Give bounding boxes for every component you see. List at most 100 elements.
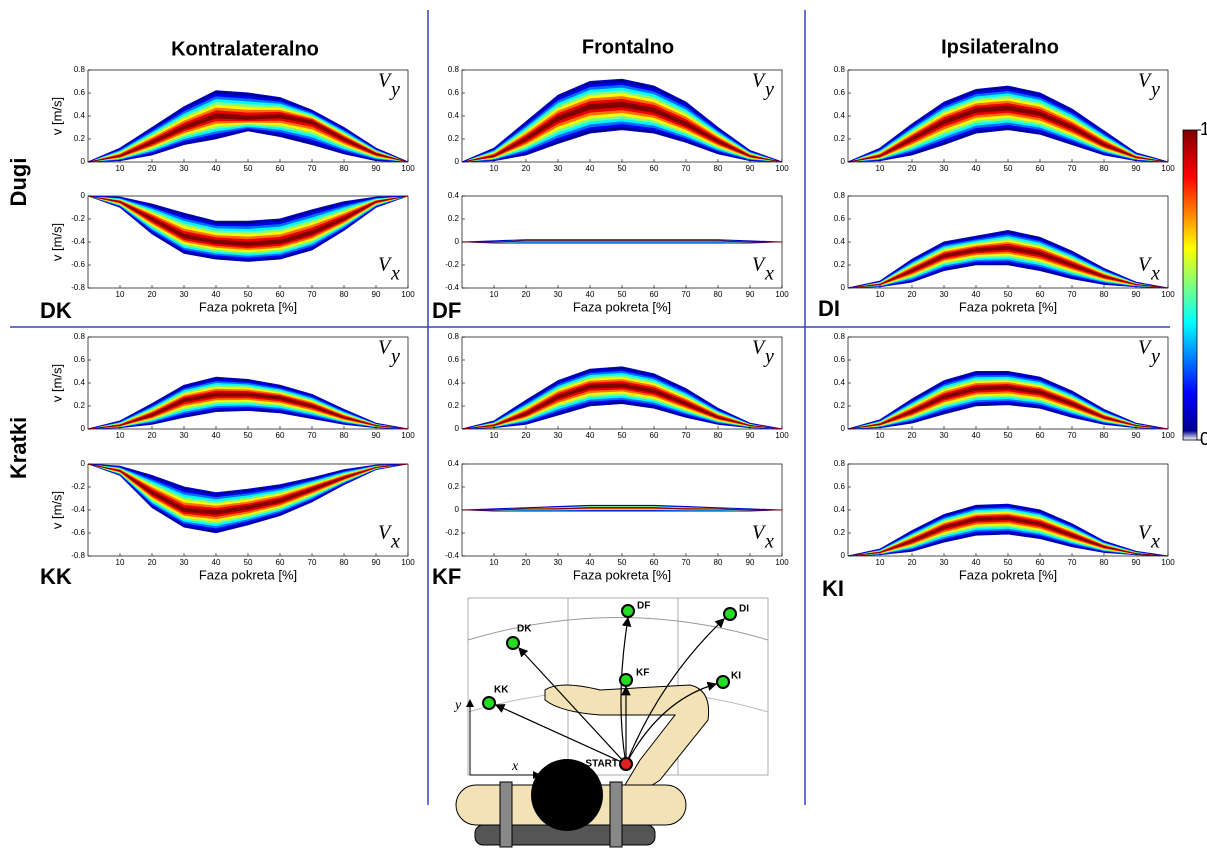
y-tick-label: 0.6 [448,355,460,364]
y-axis-label: v [m/s] [49,97,64,135]
lower-envelope [87,130,409,163]
y-tick-label: -0.4 [71,237,85,246]
x-tick-label: 90 [1132,558,1141,567]
x-tick-label: 90 [746,164,755,173]
y-tick-label: 0.8 [834,332,846,341]
x-tick-label: 100 [775,558,789,567]
x-tick-label: 70 [1068,558,1077,567]
x-tick-label: 40 [972,558,981,567]
y-tick-label: -0.2 [445,528,459,537]
x-tick-label: 20 [522,558,531,567]
y-axis-label: v [m/s] [49,364,64,402]
upper-envelope [87,90,409,163]
x-tick-label: 90 [372,431,381,440]
x-tick-label: 40 [212,290,221,299]
x-tick-label: 40 [212,164,221,173]
x-tick-label: 20 [148,558,157,567]
y-tick-label: 0.4 [834,111,846,120]
center-line [462,507,782,511]
diagram [455,597,769,848]
axis-name: x [511,759,519,774]
upper-envelope [847,371,1169,430]
x-tick-label: 100 [401,164,415,173]
x-tick-label: 10 [876,290,885,299]
x-tick-label: 40 [586,431,595,440]
upper-envelope [847,503,1169,557]
density-layer [88,464,408,522]
y-tick-label: 0.2 [448,482,460,491]
x-tick-label: 50 [244,164,253,173]
target-label: DF [637,601,650,612]
x-tick-label: 80 [340,290,349,299]
center-line [87,463,409,513]
target-label: KF [636,668,649,679]
x-tick-label: 80 [340,164,349,173]
x-tick-label: 20 [908,431,917,440]
x-tick-label: 30 [554,290,563,299]
x-tick-label: 100 [775,290,789,299]
x-tick-label: 20 [148,431,157,440]
upper-envelope [87,195,409,222]
x-tick-label: 70 [1068,164,1077,173]
y-tick-label: 0.6 [74,88,86,97]
annotation: V [1138,522,1153,544]
center-line [461,384,783,430]
x-tick-label: 60 [650,164,659,173]
x-tick-label: 70 [682,558,691,567]
y-tick-label: -0.4 [71,505,85,514]
upper-envelope [461,78,783,163]
row-label: Kratki [6,417,31,479]
column-title: Frontalno [582,36,674,58]
x-tick-label: 50 [618,290,627,299]
y-tick-label: 0 [455,157,460,166]
upper-envelope [461,239,783,243]
center-line [461,103,783,163]
y-tick-label: 0.2 [74,134,86,143]
lower-envelope [461,509,783,512]
x-tick-label: 100 [1161,558,1175,567]
x-tick-label: 90 [1132,290,1141,299]
panel-label: DF [432,298,461,323]
column-title: Ipsilateralno [941,36,1059,58]
colorbar-tick-label: 0 [1200,429,1207,449]
annotation-sub: x [764,531,774,553]
x-tick-label: 70 [682,431,691,440]
x-tick-label: 60 [276,290,285,299]
y-tick-label: 0.4 [448,111,460,120]
y-tick-label: 0.4 [448,378,460,387]
x-tick-label: 80 [340,558,349,567]
annotation: V [378,70,393,92]
x-tick-label: 40 [972,164,981,173]
annotation: V [378,254,393,276]
x-axis-label: Faza pokreta [%] [959,567,1057,582]
x-tick-label: 60 [650,431,659,440]
annotation-sub: x [390,531,400,553]
y-axis-label: v [m/s] [49,491,64,529]
x-tick-label: 10 [876,164,885,173]
x-tick-label: 60 [1036,164,1045,173]
y-tick-label: -0.6 [71,528,85,537]
density-layer [88,96,408,162]
annotation-sub: y [389,79,400,101]
x-axis-label: Faza pokreta [%] [959,299,1057,314]
y-tick-label: 0.4 [448,191,460,200]
center-line [462,240,782,243]
panel-label: KI [822,576,844,601]
x-tick-label: 50 [618,558,627,567]
center-line [847,247,1169,289]
y-tick-label: 0.4 [448,459,460,468]
y-tick-label: 0 [455,237,460,246]
y-tick-label: 0.8 [448,332,460,341]
center-line [847,387,1169,430]
x-tick-label: 20 [148,290,157,299]
axis-name: y [453,698,462,713]
x-tick-label: 30 [940,431,949,440]
y-tick-label: 0.6 [834,355,846,364]
y-tick-label: 0.8 [448,65,460,74]
x-tick-label: 30 [180,431,189,440]
x-tick-label: 10 [490,558,499,567]
center-line [87,394,409,430]
annotation: V [752,70,767,92]
y-tick-label: 0.8 [74,65,86,74]
lower-envelope [847,129,1169,163]
